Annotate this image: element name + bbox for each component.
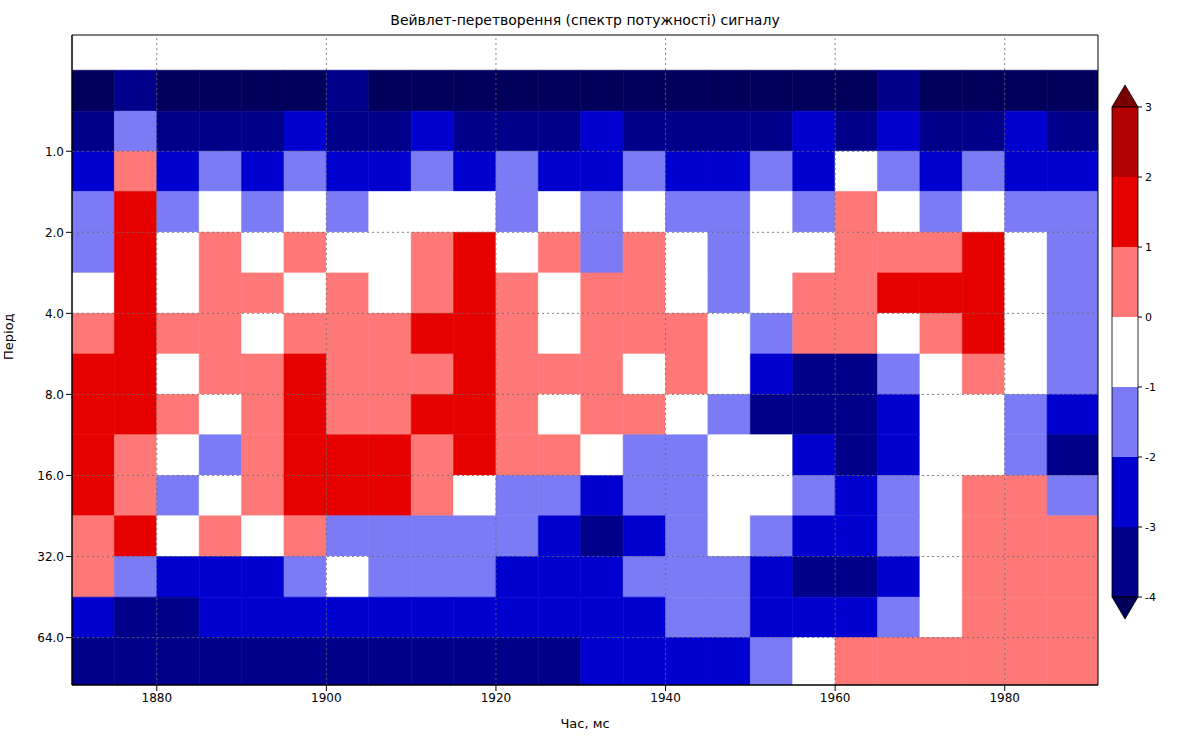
html-text:Вейвлет-перетворення (спектр п: Вейвлет-перетворення (спектр потужності)… — [390, 12, 780, 28]
svg-text:1960: 1960 — [820, 691, 851, 705]
svg-text:2: 2 — [1145, 171, 1152, 184]
svg-text:8.0: 8.0 — [45, 388, 64, 402]
svg-text:1880: 1880 — [142, 691, 173, 705]
svg-text:-2: -2 — [1145, 451, 1156, 464]
svg-text:1900: 1900 — [311, 691, 342, 705]
svg-text:0: 0 — [1145, 311, 1152, 324]
svg-text:2.0: 2.0 — [45, 226, 64, 240]
svg-text:64.0: 64.0 — [37, 631, 64, 645]
svg-text:-3: -3 — [1145, 521, 1156, 534]
svg-text:16.0: 16.0 — [37, 469, 64, 483]
svg-text:1: 1 — [1145, 241, 1152, 254]
svg-text:Час, мс: Час, мс — [560, 716, 609, 730]
svg-text:-1: -1 — [1145, 381, 1156, 394]
svg-text:1.0: 1.0 — [45, 145, 64, 159]
svg-text:1920: 1920 — [481, 691, 512, 705]
svg-text:3: 3 — [1145, 101, 1152, 114]
svg-text:32.0: 32.0 — [37, 550, 64, 564]
svg-text:Період: Період — [1, 313, 16, 360]
svg-text:1980: 1980 — [989, 691, 1020, 705]
svg-text:4.0: 4.0 — [45, 307, 64, 321]
svg-text:-4: -4 — [1145, 591, 1156, 604]
svg-text:1940: 1940 — [650, 691, 681, 705]
